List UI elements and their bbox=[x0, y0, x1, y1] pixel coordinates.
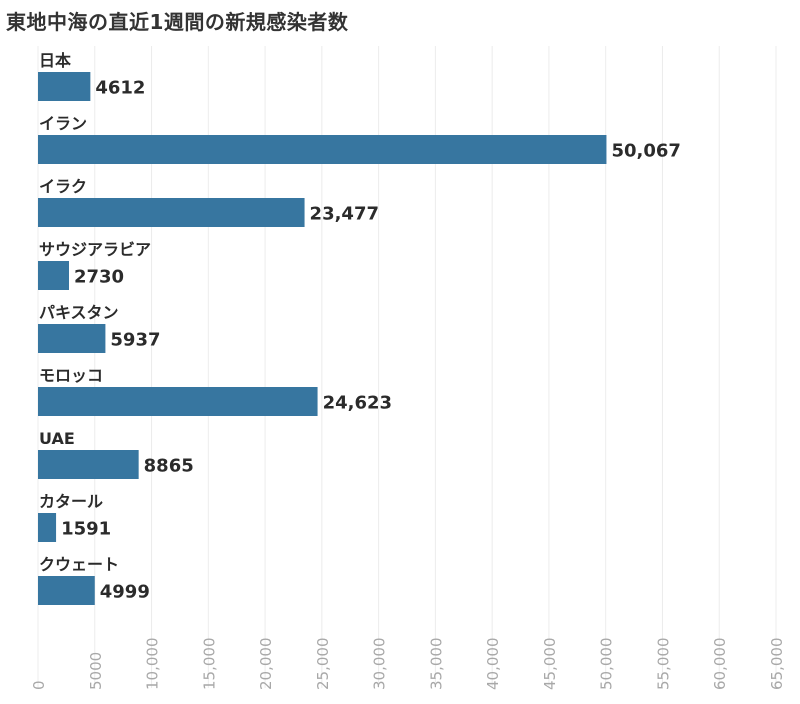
bar[interactable] bbox=[38, 576, 95, 605]
bar[interactable] bbox=[38, 198, 305, 227]
x-tick-label: 5000 bbox=[87, 652, 105, 690]
chart-title: 東地中海の直近1週間の新規感染者数 bbox=[6, 10, 349, 34]
value-label: 50,067 bbox=[611, 141, 680, 162]
category-label: パキスタン bbox=[39, 303, 119, 322]
value-label: 23,477 bbox=[310, 204, 379, 225]
value-label: 1591 bbox=[61, 519, 111, 540]
category-label: クウェート bbox=[39, 555, 119, 574]
x-tick-label: 20,000 bbox=[257, 638, 275, 691]
category-label: サウジアラビア bbox=[39, 240, 151, 259]
x-tick-label: 45,000 bbox=[541, 638, 559, 691]
value-label: 4612 bbox=[95, 78, 145, 99]
bar[interactable] bbox=[38, 450, 139, 479]
x-tick-label: 15,000 bbox=[200, 638, 218, 691]
value-label: 8865 bbox=[144, 456, 194, 477]
x-tick-label: 10,000 bbox=[144, 638, 162, 691]
category-label: 日本 bbox=[39, 51, 71, 70]
x-tick-label: 50,000 bbox=[598, 638, 616, 691]
bar[interactable] bbox=[38, 324, 106, 353]
x-tick-label: 25,000 bbox=[314, 638, 332, 691]
category-label: UAE bbox=[39, 429, 75, 448]
x-tick-label: 55,000 bbox=[654, 638, 672, 691]
value-label: 2730 bbox=[74, 267, 124, 288]
category-label: カタール bbox=[39, 492, 103, 511]
x-tick-label: 65,000 bbox=[768, 638, 786, 691]
category-label: イラク bbox=[39, 177, 87, 196]
bar[interactable] bbox=[38, 387, 318, 416]
category-label: イラン bbox=[39, 114, 87, 133]
x-tick-label: 35,000 bbox=[427, 638, 445, 691]
bar[interactable] bbox=[38, 261, 69, 290]
bar[interactable] bbox=[38, 135, 607, 164]
x-tick-label: 40,000 bbox=[484, 638, 502, 691]
bar[interactable] bbox=[38, 72, 91, 101]
bar[interactable] bbox=[38, 513, 57, 542]
value-label: 5937 bbox=[110, 330, 160, 351]
x-tick-label: 0 bbox=[30, 680, 48, 690]
value-label: 4999 bbox=[100, 582, 150, 603]
value-label: 24,623 bbox=[323, 393, 392, 414]
category-label: モロッコ bbox=[39, 366, 103, 385]
x-tick-label: 30,000 bbox=[371, 638, 389, 691]
x-tick-label: 60,000 bbox=[711, 638, 729, 691]
